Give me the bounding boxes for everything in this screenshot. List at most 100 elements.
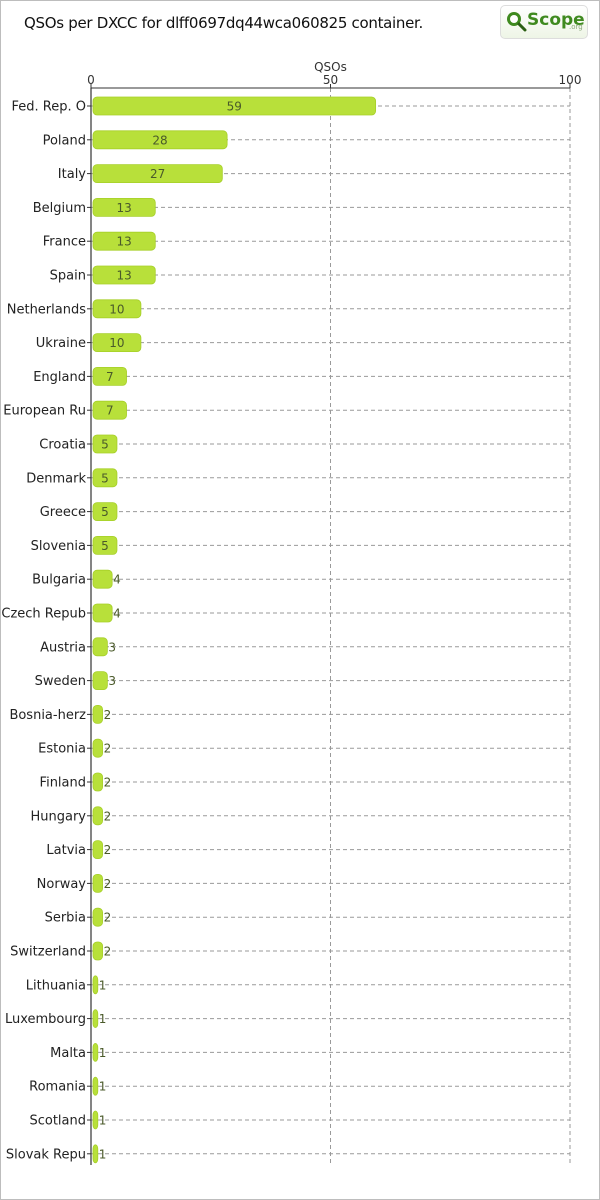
bar <box>92 637 108 657</box>
bar <box>92 840 103 859</box>
bar <box>92 941 103 961</box>
value-label: 2 <box>104 843 112 857</box>
category-label: Slovak Repu <box>6 1147 86 1162</box>
bar <box>92 366 127 386</box>
category-label: Belgium <box>33 201 86 216</box>
value-label: 1 <box>99 1012 107 1026</box>
category-label: Poland <box>43 133 86 148</box>
category-label: Estonia <box>38 742 86 757</box>
bar <box>92 299 142 319</box>
category-label: Greece <box>40 505 86 520</box>
bar <box>92 738 103 758</box>
category-label: France <box>43 235 86 250</box>
value-label: 59 <box>227 100 242 114</box>
category-label: Bulgaria <box>32 573 86 588</box>
value-label: 1 <box>99 1046 107 1060</box>
bar <box>92 874 103 893</box>
qscope-logo: Scope .org <box>500 5 588 39</box>
value-label: 4 <box>113 607 121 621</box>
category-label: Scotland <box>29 1114 86 1129</box>
value-label: 2 <box>104 708 112 722</box>
value-label: 7 <box>106 404 114 418</box>
bar <box>92 400 127 420</box>
category-label: Italy <box>58 167 87 182</box>
category-label: Serbia <box>45 911 86 926</box>
value-label: 28 <box>152 133 167 147</box>
category-label: Luxembourg <box>5 1012 86 1027</box>
value-label: 1 <box>99 1114 107 1128</box>
bar <box>92 1009 99 1028</box>
value-label: 2 <box>104 945 112 959</box>
value-label: 1 <box>99 1147 107 1161</box>
bar <box>92 1144 99 1164</box>
category-label: Czech Repub <box>1 607 86 622</box>
bar <box>92 231 156 251</box>
category-label: Hungary <box>30 809 86 824</box>
category-label: Finland <box>40 776 86 791</box>
value-label: 3 <box>108 640 116 654</box>
bar <box>92 96 377 116</box>
bar <box>92 502 118 522</box>
category-label: Slovenia <box>31 539 86 554</box>
value-label: 2 <box>104 742 112 756</box>
value-label: 2 <box>104 776 112 790</box>
value-label: 27 <box>150 167 165 181</box>
bar <box>92 468 118 488</box>
category-label: Bosnia-herz <box>9 708 86 723</box>
bar <box>92 705 103 724</box>
bar <box>92 1043 99 1062</box>
value-label: 10 <box>109 302 124 316</box>
value-label: 13 <box>116 269 131 283</box>
logo-text: Scope <box>527 10 585 30</box>
category-label: Lithuania <box>26 978 86 993</box>
category-label: Croatia <box>39 438 86 453</box>
value-label: 5 <box>101 471 109 485</box>
value-label: 13 <box>116 201 131 215</box>
value-label: 5 <box>101 505 109 519</box>
x-tick-label: 0 <box>87 73 95 87</box>
category-label: Malta <box>50 1046 86 1061</box>
value-label: 1 <box>99 978 107 992</box>
x-tick-label: 50 <box>323 73 338 87</box>
magnifier-q-icon <box>507 12 527 32</box>
bar <box>92 130 228 150</box>
bar <box>92 806 103 826</box>
category-label: England <box>33 370 86 385</box>
value-label: 1 <box>99 1080 107 1094</box>
category-label: Fed. Rep. O <box>12 100 86 115</box>
chart-title: QSOs per DXCC for dlff0697dq44wca060825 … <box>24 14 424 32</box>
bar <box>92 265 156 285</box>
bar <box>92 1076 99 1096</box>
category-label: European Ru <box>3 404 86 419</box>
bar <box>92 536 118 555</box>
value-label: 2 <box>104 911 112 925</box>
value-label: 3 <box>108 674 116 688</box>
x-tick-label: 100 <box>559 73 582 87</box>
category-label: Austria <box>40 640 86 655</box>
x-axis-title: QSOs <box>314 60 347 74</box>
bar <box>92 197 156 217</box>
category-label: Romania <box>29 1080 86 1095</box>
value-label: 7 <box>106 370 114 384</box>
category-label: Latvia <box>46 843 86 858</box>
value-label: 5 <box>101 438 109 452</box>
category-label: Sweden <box>35 674 86 689</box>
category-label: Switzerland <box>10 945 86 960</box>
value-label: 5 <box>101 539 109 553</box>
bar <box>92 434 118 454</box>
category-label: Norway <box>37 877 87 892</box>
bar <box>92 603 113 623</box>
bar <box>92 569 113 589</box>
category-label: Spain <box>50 269 86 284</box>
bar <box>92 907 103 927</box>
category-label: Netherlands <box>7 302 86 317</box>
bar <box>92 772 103 792</box>
category-label: Ukraine <box>36 336 86 351</box>
value-label: 2 <box>104 809 112 823</box>
category-label: Denmark <box>26 471 86 486</box>
value-label: 10 <box>109 336 124 350</box>
bar <box>92 1110 99 1130</box>
bar <box>92 975 99 995</box>
value-label: 4 <box>113 573 121 587</box>
